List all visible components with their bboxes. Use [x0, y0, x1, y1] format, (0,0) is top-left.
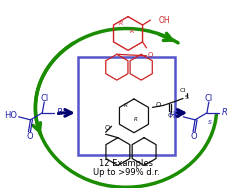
Text: O: O — [168, 113, 173, 118]
Text: R: R — [119, 21, 123, 26]
Text: S: S — [185, 95, 189, 100]
Text: R: R — [222, 108, 228, 117]
Text: OH: OH — [158, 15, 170, 25]
Text: R: R — [134, 117, 138, 122]
Text: O: O — [155, 102, 161, 108]
Text: Cl: Cl — [205, 94, 213, 103]
Text: O: O — [26, 132, 33, 141]
Text: Cl: Cl — [180, 88, 186, 93]
Text: R: R — [130, 29, 134, 34]
Text: R: R — [124, 103, 128, 108]
Text: S: S — [208, 120, 212, 125]
Text: R: R — [57, 108, 63, 117]
Text: 12 Examples: 12 Examples — [99, 159, 153, 167]
Text: O: O — [191, 132, 197, 141]
Text: HO: HO — [4, 111, 17, 120]
Bar — [78, 57, 175, 155]
Text: Up to >99% d.r.: Up to >99% d.r. — [93, 168, 160, 177]
Text: O: O — [147, 52, 153, 58]
Text: O: O — [104, 125, 110, 131]
Text: HO: HO — [168, 111, 181, 120]
Text: Cl: Cl — [40, 94, 48, 103]
